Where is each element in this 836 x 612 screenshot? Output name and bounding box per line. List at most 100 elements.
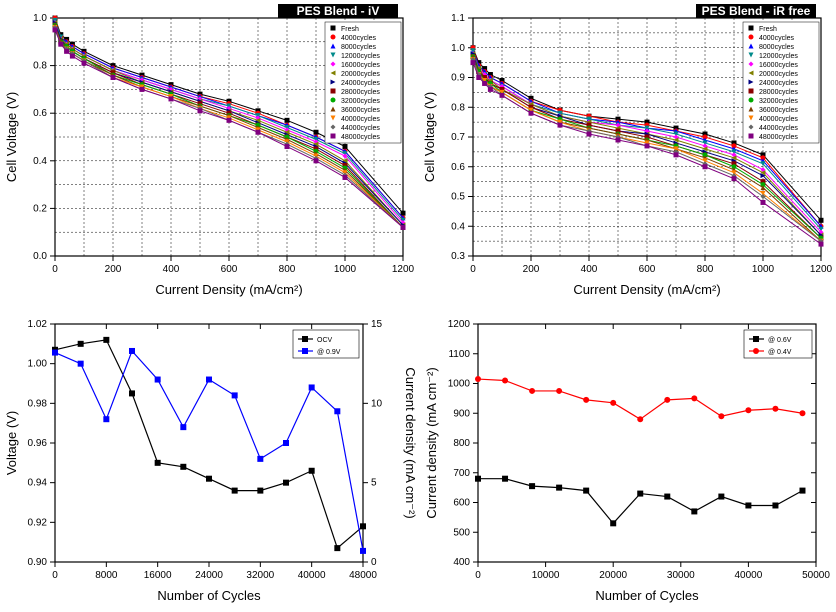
- svg-text:1000: 1000: [334, 264, 357, 275]
- chart-bottom-right: 0100002000030000400005000040050060070080…: [418, 306, 836, 612]
- svg-text:0: 0: [470, 264, 476, 275]
- svg-text:0.4: 0.4: [451, 221, 465, 232]
- svg-text:200: 200: [523, 264, 540, 275]
- svg-text:1100: 1100: [448, 349, 470, 360]
- svg-text:50000: 50000: [802, 570, 830, 581]
- legend-item: 32000cycles: [341, 98, 380, 105]
- svg-text:0.2: 0.2: [33, 203, 47, 214]
- svg-text:0.9: 0.9: [451, 73, 465, 84]
- svg-text:400: 400: [581, 264, 598, 275]
- x-axis-label: Number of Cycles: [595, 588, 699, 603]
- svg-text:1000: 1000: [448, 379, 471, 390]
- x-axis-label: Current Density (mA/cm²): [155, 282, 302, 297]
- legend-item: 28000cycles: [759, 89, 798, 96]
- legend-item: 16000cycles: [759, 62, 798, 69]
- svg-text:0.6: 0.6: [33, 108, 47, 119]
- svg-text:0: 0: [371, 557, 377, 568]
- svg-text:16000: 16000: [144, 570, 172, 581]
- svg-text:0.96: 0.96: [28, 438, 48, 449]
- legend-item: 4000cycles: [341, 35, 377, 42]
- svg-text:0.7: 0.7: [451, 132, 465, 143]
- svg-text:0.3: 0.3: [451, 251, 465, 262]
- svg-text:800: 800: [697, 264, 714, 275]
- legend-item: 40000cycles: [341, 116, 380, 123]
- legend-item: OCV: [317, 337, 333, 344]
- svg-text:0.98: 0.98: [28, 398, 48, 409]
- svg-text:0.8: 0.8: [33, 61, 47, 72]
- svg-text:1.0: 1.0: [451, 43, 465, 54]
- svg-text:0.6: 0.6: [451, 162, 465, 173]
- legend-item: 36000cycles: [759, 107, 798, 114]
- svg-text:600: 600: [453, 498, 470, 509]
- svg-text:700: 700: [453, 468, 470, 479]
- svg-text:600: 600: [639, 264, 656, 275]
- legend-item: 32000cycles: [759, 98, 798, 105]
- svg-text:1000: 1000: [752, 264, 775, 275]
- y-axis-label: Cell Voltage (V): [4, 92, 19, 182]
- svg-text:0: 0: [52, 264, 58, 275]
- chart-top-left: 0200400600800100012000.00.20.40.60.81.0C…: [0, 0, 418, 306]
- svg-text:1200: 1200: [392, 264, 415, 275]
- svg-text:0.94: 0.94: [28, 478, 48, 489]
- svg-text:1.1: 1.1: [451, 13, 465, 24]
- svg-text:10000: 10000: [532, 570, 560, 581]
- svg-text:1.00: 1.00: [28, 359, 48, 370]
- svg-text:20000: 20000: [599, 570, 627, 581]
- svg-text:0: 0: [52, 570, 58, 581]
- chart-top-right: 0 200 400 600 800 1000 1200 0.3 0.4 0.5 0.6 0.7 0.8 0…: [418, 0, 836, 306]
- legend-item: 36000cycles: [341, 107, 380, 114]
- legend-item: 24000cycles: [341, 80, 380, 87]
- legend-item: 16000cycles: [341, 62, 380, 69]
- svg-text:800: 800: [453, 438, 470, 449]
- svg-text:8000: 8000: [95, 570, 118, 581]
- legend-item: Fresh: [759, 26, 777, 33]
- legend-item: 28000cycles: [341, 89, 380, 96]
- svg-text:24000: 24000: [195, 570, 223, 581]
- svg-text:40000: 40000: [298, 570, 326, 581]
- legend-item: @ 0.9V: [317, 349, 341, 356]
- svg-text:200: 200: [105, 264, 122, 275]
- svg-text:15: 15: [371, 319, 383, 330]
- svg-text:900: 900: [453, 408, 470, 419]
- legend-item: 8000cycles: [341, 44, 377, 51]
- svg-text:0: 0: [475, 570, 481, 581]
- legend-item: 20000cycles: [341, 71, 380, 78]
- svg-text:0.5: 0.5: [451, 192, 465, 203]
- legend-item: 12000cycles: [759, 53, 798, 60]
- chart-bottom-left: 0800016000240003200040000480000.900.920.…: [0, 306, 418, 612]
- svg-text:40000: 40000: [734, 570, 762, 581]
- legend-item: @ 0.6V: [768, 337, 792, 344]
- svg-text:0.0: 0.0: [33, 251, 47, 262]
- svg-text:1.02: 1.02: [28, 319, 48, 330]
- svg-text:0.90: 0.90: [28, 557, 48, 568]
- y-axis-label: Current density (mA cm⁻²): [424, 367, 439, 518]
- y-axis-left-label: Voltage (V): [4, 411, 19, 475]
- chart-title: PES Blend - iR free: [702, 4, 811, 18]
- svg-text:5: 5: [371, 478, 377, 489]
- svg-text:0.4: 0.4: [33, 156, 47, 167]
- svg-text:48000: 48000: [349, 570, 377, 581]
- y-axis-right-label: Current density (mA cm⁻²): [403, 367, 418, 518]
- legend-item: Fresh: [341, 26, 359, 33]
- legend-item: 24000cycles: [759, 80, 798, 87]
- svg-text:1200: 1200: [448, 319, 471, 330]
- legend-item: 48000cycles: [759, 134, 798, 141]
- svg-text:800: 800: [279, 264, 296, 275]
- svg-text:400: 400: [453, 557, 470, 568]
- legend-item: 20000cycles: [759, 71, 798, 78]
- legend-item: 44000cycles: [759, 125, 798, 132]
- svg-text:0.92: 0.92: [28, 517, 48, 528]
- legend-item: 8000cycles: [759, 44, 795, 51]
- svg-text:0.8: 0.8: [451, 102, 465, 113]
- legend-item: 40000cycles: [759, 116, 798, 123]
- chart-title: PES Blend - iV: [297, 4, 380, 18]
- svg-text:1.0: 1.0: [33, 13, 47, 24]
- legend-item: 48000cycles: [341, 134, 380, 141]
- legend-item: 12000cycles: [341, 53, 380, 60]
- x-axis-label: Number of Cycles: [157, 588, 261, 603]
- legend-item: 44000cycles: [341, 125, 380, 132]
- legend-item: @ 0.4V: [768, 349, 792, 356]
- svg-text:600: 600: [221, 264, 238, 275]
- y-axis-label: Cell Voltage (V): [422, 92, 437, 182]
- svg-text:1200: 1200: [810, 264, 833, 275]
